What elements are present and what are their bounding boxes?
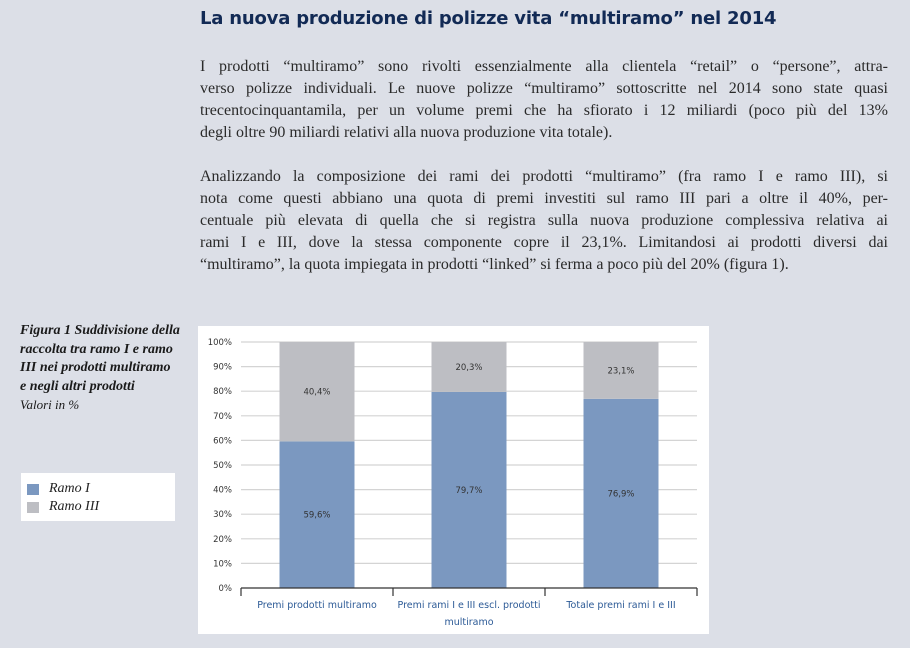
page-title: La nuova produzione di polizze vita “mul…	[200, 8, 777, 29]
chart-legend: Ramo I Ramo III	[21, 473, 175, 521]
legend-swatch	[27, 483, 39, 495]
bar-segment	[431, 391, 507, 588]
chart-container: 0% 10% 20% 30% 40% 50% 60% 70% 80% 90% 100% 59,6% 40…	[198, 326, 709, 634]
y-tick-label: 80%	[213, 387, 232, 397]
bar-segment	[431, 342, 507, 392]
data-label: 20,3%	[455, 363, 482, 373]
y-tick-label: 90%	[213, 363, 232, 373]
text-line: “multiramo”, la quota impiegata in prodo…	[200, 256, 789, 273]
x-tick-label: Premi prodotti multiramo	[257, 600, 377, 611]
y-tick-label: 40%	[213, 486, 232, 496]
legend-item-ramo-iii: Ramo III	[27, 499, 99, 515]
bar-segment	[583, 398, 659, 588]
x-tick-label: multiramo	[444, 617, 493, 628]
data-label: 76,9%	[607, 489, 634, 499]
bar-segment	[279, 441, 355, 588]
data-label: 23,1%	[607, 366, 634, 376]
y-tick-label: 0%	[219, 584, 233, 594]
paragraph-2: Analizzando la composizione dei rami dei…	[200, 166, 888, 276]
data-label: 79,7%	[455, 486, 482, 496]
y-tick-label: 60%	[213, 436, 232, 446]
stacked-bar-chart: 0% 10% 20% 30% 40% 50% 60% 70% 80% 90% 100% 59,6% 40…	[208, 338, 698, 628]
text-line: trecentocinquantamila, per un volume pre…	[200, 102, 888, 119]
legend-item-ramo-i: Ramo I	[27, 481, 90, 497]
figure-subtitle: Valori in %	[20, 397, 80, 412]
legend-label: Ramo I	[49, 481, 90, 496]
y-tick-label: 70%	[213, 412, 232, 422]
data-label: 59,6%	[303, 511, 330, 521]
y-tick-label: 30%	[213, 510, 232, 520]
text-line: I prodotti “multiramo” sono rivolti esse…	[200, 58, 888, 75]
text-line: rami I e III, dove la stessa componente …	[200, 234, 888, 251]
text-line: centuale più elevata di quella che si re…	[200, 212, 888, 229]
text-line: nota come questi abbiano una quota di pr…	[200, 190, 888, 207]
legend-label: Ramo III	[49, 499, 100, 514]
y-tick-label: 10%	[213, 559, 232, 569]
y-tick-label: 20%	[213, 535, 232, 545]
bar-segment	[279, 342, 355, 442]
bar-segment	[583, 342, 659, 399]
text-line: verso polizze individuali. Le nuove poli…	[200, 80, 888, 97]
y-tick-label: 50%	[213, 461, 232, 471]
x-tick-label: Premi rami I e III escl. prodotti	[398, 600, 541, 611]
legend-swatch	[27, 501, 39, 513]
data-label: 40,4%	[303, 388, 330, 398]
figure-title: Figura 1 Suddivisione della raccolta tra…	[20, 323, 180, 394]
text-line: Analizzando la composizione dei rami dei…	[200, 168, 888, 185]
y-tick-label: 100%	[208, 338, 232, 348]
paragraph-1: I prodotti “multiramo” sono rivolti esse…	[200, 56, 888, 144]
x-tick-label: Totale premi rami I e III	[565, 600, 675, 611]
text-line: degli oltre 90 miliardi relativi alla nu…	[200, 124, 613, 141]
figure-caption: Figura 1 Suddivisione della raccolta tra…	[20, 322, 180, 415]
